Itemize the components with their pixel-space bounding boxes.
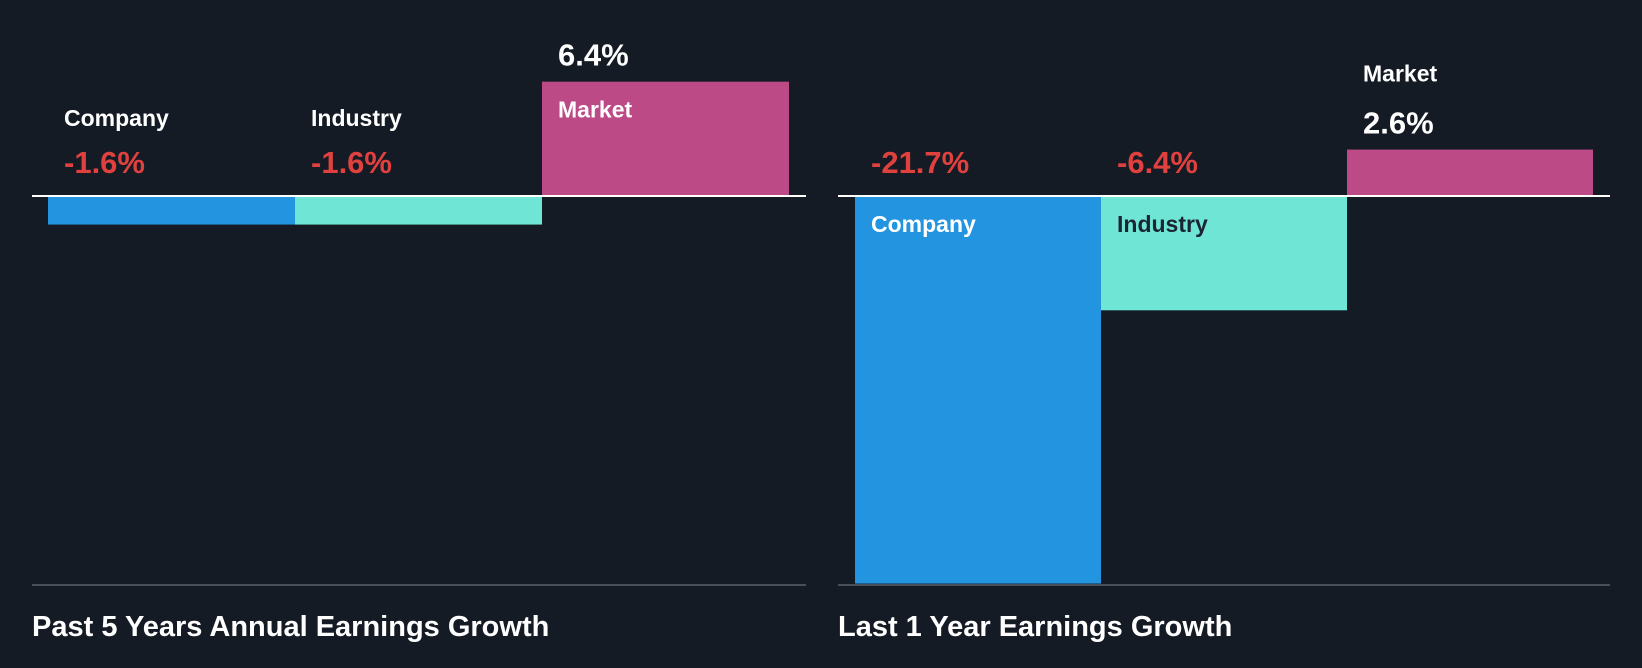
industry-category-label: Industry	[1117, 211, 1208, 237]
market-category-label: Market	[1363, 61, 1437, 87]
market-bar	[542, 81, 789, 196]
company-value-label: -1.6%	[64, 145, 145, 180]
chart-title: Last 1 Year Earnings Growth	[838, 611, 1232, 643]
industry-value-label: -1.6%	[311, 145, 392, 180]
market-value-label: 6.4%	[558, 38, 629, 73]
industry-category-label: Industry	[311, 105, 402, 131]
industry-value-label: -6.4%	[1117, 145, 1198, 180]
chart-panel-2: Company -21.7% Industry -6.4% Market 2.6% Last…	[838, 61, 1610, 643]
company-category-label: Company	[871, 211, 976, 237]
chart-panel-1: Company -1.6% Industry -1.6% Market 6.4% Past …	[32, 38, 806, 643]
company-category-label: Company	[64, 105, 169, 131]
company-value-label: -21.7%	[871, 145, 969, 180]
company-bar	[855, 196, 1101, 584]
industry-bar	[1101, 196, 1347, 311]
company-bar	[48, 196, 295, 225]
market-category-label: Market	[558, 97, 632, 123]
industry-bar	[295, 196, 542, 225]
market-value-label: 2.6%	[1363, 106, 1434, 141]
market-bar	[1347, 149, 1593, 196]
chart-title: Past 5 Years Annual Earnings Growth	[32, 611, 549, 643]
